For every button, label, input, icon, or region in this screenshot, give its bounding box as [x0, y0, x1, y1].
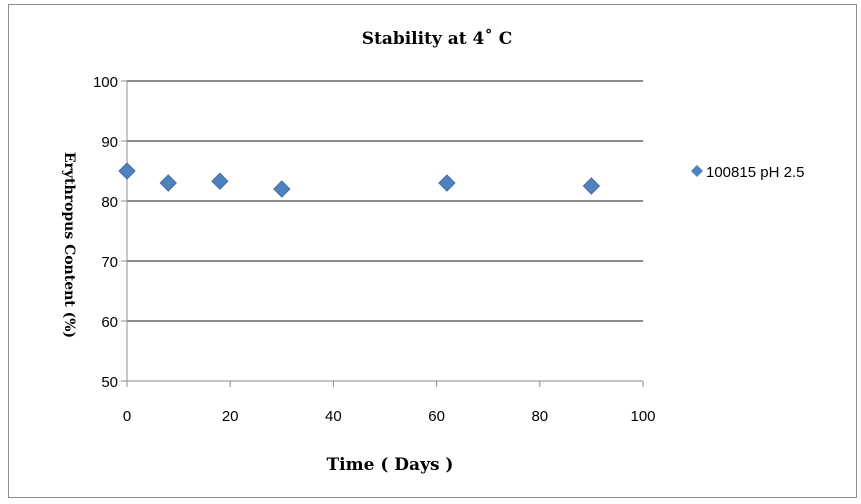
legend-marker-diamond	[691, 165, 703, 177]
chart-area: 50 60 70 80 90 100 0 20 40 60 80 100 Stability at 4…	[8, 4, 857, 498]
x-tick-label: 0	[123, 408, 131, 425]
gridlines	[127, 80, 643, 322]
x-axis-label: Time ( Days )	[327, 455, 454, 475]
data-points	[118, 162, 601, 198]
data-point-marker	[211, 172, 229, 190]
tick-labels: 50 60 70 80 90 100 0 20 40 60 80 100	[93, 74, 656, 425]
axes	[121, 80, 644, 387]
x-tick-label: 60	[428, 408, 445, 425]
y-axis-label: Erythropus Content (%)	[61, 152, 77, 338]
data-point-marker	[159, 174, 177, 192]
x-tick-label: 40	[325, 408, 342, 425]
data-point-marker	[438, 174, 456, 192]
y-tick-label: 70	[101, 254, 118, 271]
data-point-marker	[582, 177, 601, 195]
data-point-marker	[273, 180, 291, 198]
x-tick-label: 100	[630, 408, 655, 425]
y-tick-label: 90	[101, 134, 118, 151]
y-tick-label: 60	[101, 314, 118, 331]
chart-svg: 50 60 70 80 90 100 0 20 40 60 80 100 Stability at 4…	[61, 28, 804, 475]
y-tick-label: 100	[93, 74, 118, 91]
x-tick-label: 20	[222, 408, 239, 425]
legend-label: 100815 pH 2.5	[706, 164, 804, 181]
x-tick-label: 80	[531, 408, 548, 425]
legend: 100815 pH 2.5	[691, 164, 804, 181]
data-point-marker	[118, 162, 136, 180]
y-tick-label: 80	[101, 194, 118, 211]
chart-title: Stability at 4˚ C	[362, 28, 513, 49]
y-tick-label: 50	[101, 374, 118, 391]
